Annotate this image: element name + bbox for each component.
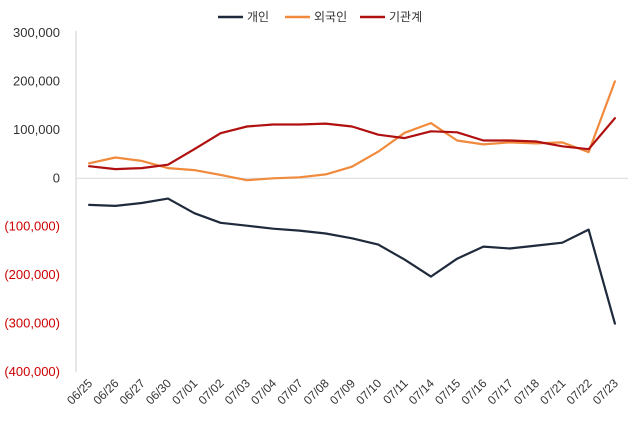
legend-label: 외국인 <box>314 10 347 24</box>
legend-label: 기관계 <box>389 10 422 24</box>
series-line-2 <box>87 80 617 182</box>
series-lines <box>87 80 617 325</box>
y-tick-label: 100,000 <box>13 122 60 137</box>
series-line-3 <box>87 117 617 171</box>
y-tick-label: (100,000) <box>4 219 60 234</box>
y-tick-label: 300,000 <box>13 25 60 40</box>
y-tick-label: 0 <box>53 170 60 185</box>
y-tick-labels: 300,000 200,000 100,000 0 (100,000) (200,000)… <box>4 25 60 379</box>
y-tick-label: 200,000 <box>13 73 60 88</box>
y-tick-label: (300,000) <box>4 316 60 331</box>
series-line-1 <box>87 197 617 325</box>
y-tick-label: (400,000) <box>4 364 60 379</box>
legend: 개인 외국인 기관계 <box>218 10 422 24</box>
legend-label: 개인 <box>247 10 269 24</box>
y-tick-label: (200,000) <box>4 267 60 282</box>
